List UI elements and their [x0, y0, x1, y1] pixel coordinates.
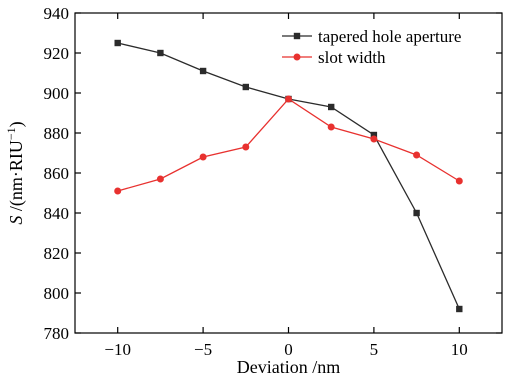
series-line	[117, 42, 460, 310]
legend-marker	[293, 32, 301, 40]
x-axis-title: Deviation /nm	[237, 357, 340, 377]
y-tick-label: 940	[44, 4, 70, 23]
y-axis-title: S /(nm·RIU−1)	[4, 121, 27, 224]
data-point	[156, 175, 164, 183]
data-point	[114, 39, 121, 47]
x-tick-label: 5	[370, 340, 379, 359]
data-point	[242, 83, 249, 91]
series-line	[117, 98, 460, 192]
data-point	[328, 103, 335, 111]
y-tick-label: 900	[44, 84, 70, 103]
y-tick-label: 820	[44, 244, 70, 263]
x-tick-label: 10	[451, 340, 468, 359]
data-point	[199, 67, 207, 75]
y-axis-title-superscript: −1	[4, 127, 18, 140]
data-point	[370, 131, 378, 139]
data-point	[327, 123, 335, 131]
series-layer	[114, 39, 463, 313]
data-point	[242, 143, 250, 151]
y-axis-ticks: 780 800 820 840 860 880 900 920 940	[44, 4, 502, 343]
legend-item-2: slot width	[282, 48, 386, 67]
y-axis-title-unit: /(nm·RIU	[6, 140, 27, 216]
y-tick-label: 920	[44, 44, 70, 63]
x-tick-label: 0	[284, 340, 293, 359]
data-point	[114, 187, 122, 195]
legend: tapered hole aperture slot width	[282, 27, 461, 67]
data-point	[199, 153, 207, 161]
plot-area	[74, 12, 503, 334]
legend-label: slot width	[318, 48, 386, 67]
data-point	[413, 209, 420, 217]
data-point	[455, 177, 463, 185]
data-point	[285, 95, 292, 103]
legend-item-1: tapered hole aperture	[282, 27, 461, 46]
data-point	[370, 135, 378, 143]
series-2	[114, 95, 463, 195]
data-point	[456, 305, 463, 313]
y-axis-title-symbol: S	[6, 216, 26, 225]
x-tick-label: −10	[104, 340, 131, 359]
y-tick-label: 780	[44, 324, 70, 343]
y-tick-label: 800	[44, 284, 70, 303]
y-axis-title-close: )	[6, 121, 27, 127]
x-tick-label: −5	[194, 340, 212, 359]
data-point	[413, 151, 421, 159]
data-point	[157, 49, 164, 57]
legend-label: tapered hole aperture	[318, 27, 461, 46]
legend-marker	[293, 53, 301, 61]
plot-frame	[74, 12, 503, 334]
y-tick-label: 860	[44, 164, 70, 183]
y-tick-label: 840	[44, 204, 70, 223]
x-axis-ticks: −10 −5 0 5 10	[104, 13, 468, 359]
y-tick-label: 880	[44, 124, 70, 143]
